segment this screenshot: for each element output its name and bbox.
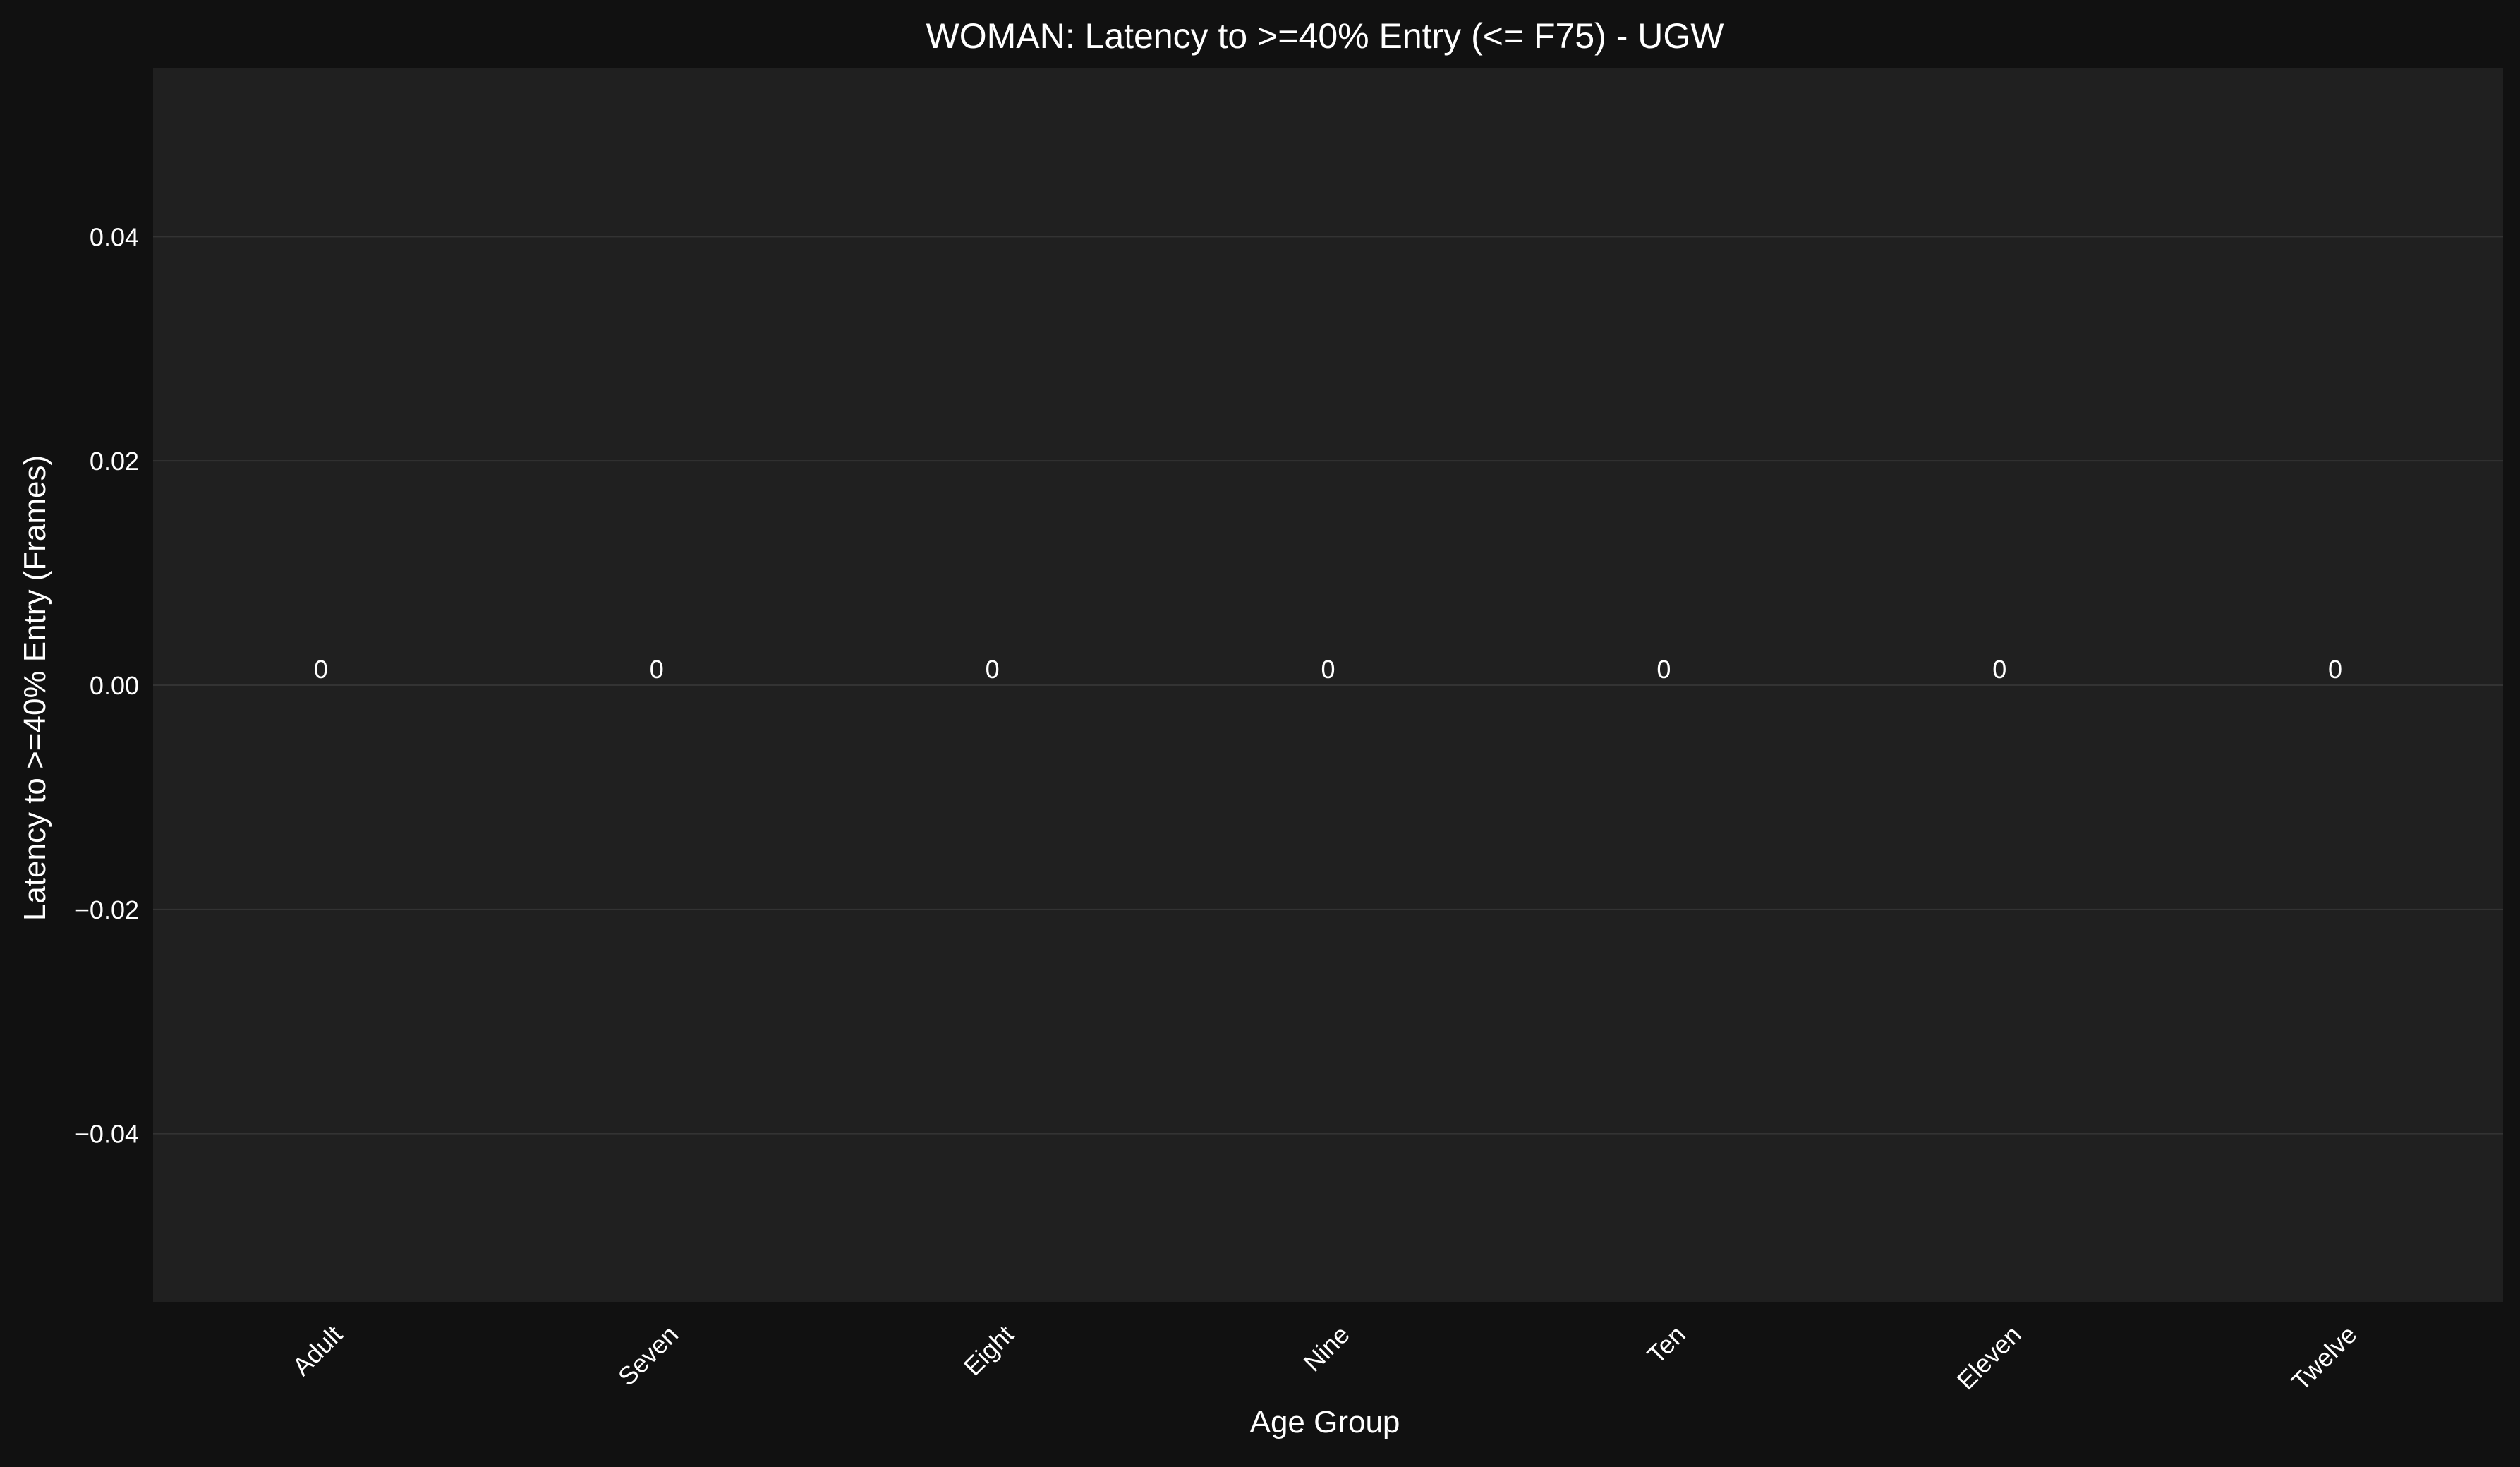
x-axis-label: Age Group [1250, 1405, 1400, 1439]
y-tick-label: 0.04 [90, 222, 139, 251]
data-labels: 0 0 0 0 0 0 0 [314, 655, 2342, 684]
bar-value-label: 0 [1321, 655, 1335, 684]
y-tick-label: 0.00 [90, 671, 139, 700]
y-tick-label: −0.02 [75, 895, 139, 924]
bar-value-label: 0 [1656, 655, 1671, 684]
y-tick-label: −0.04 [75, 1120, 139, 1149]
bar-value-label: 0 [2328, 655, 2342, 684]
bar-value-label: 0 [650, 655, 664, 684]
grid-lines [153, 236, 2503, 1135]
bar-value-label: 0 [986, 655, 1000, 684]
y-axis-label: Latency to >=40% Entry (Frames) [18, 455, 52, 921]
chart-title: WOMAN: Latency to >=40% Entry (<= F75) -… [926, 16, 1725, 56]
y-axis-ticks: −0.04 −0.02 0.00 0.02 0.04 [75, 222, 139, 1148]
bar-value-label: 0 [1992, 655, 2006, 684]
y-tick-label: 0.02 [90, 447, 139, 476]
bar-value-label: 0 [314, 655, 328, 684]
